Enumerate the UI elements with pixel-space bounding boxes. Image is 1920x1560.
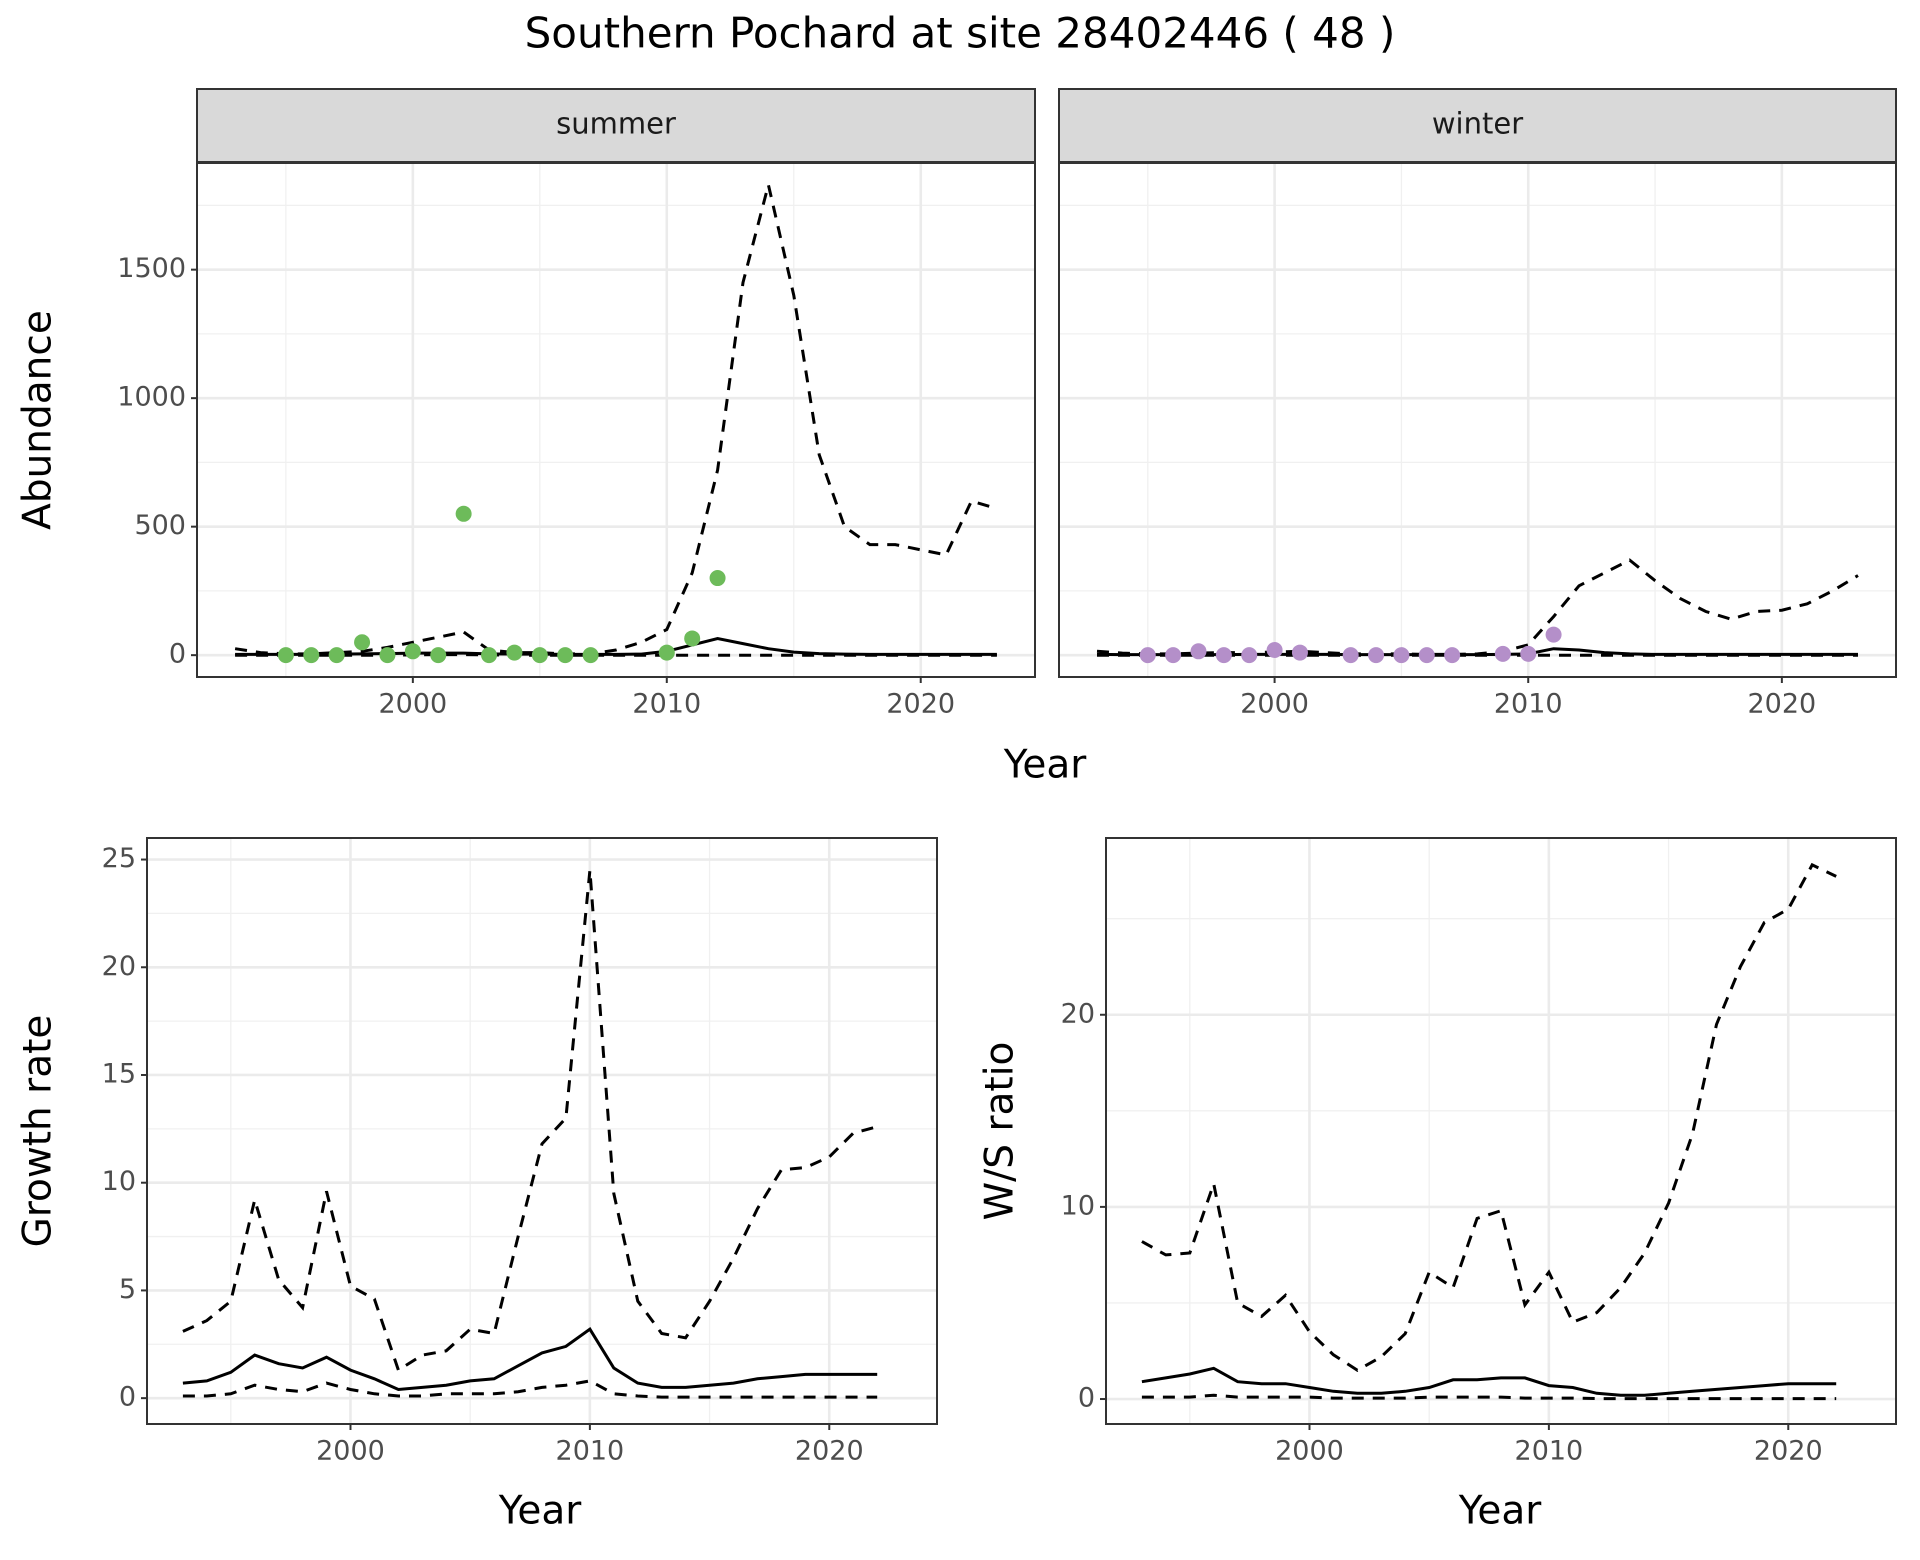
data-point [582, 647, 599, 664]
y-axis-title: Growth rate [16, 1015, 61, 1248]
y-tick-label: 0 [169, 639, 186, 670]
strip-label: summer [556, 107, 676, 141]
y-tick-label: 0 [1078, 1383, 1095, 1414]
y-tick-label: 10 [102, 1166, 136, 1197]
x-tick-label: 2020 [795, 1436, 864, 1467]
data-point [709, 570, 726, 587]
data-point [658, 644, 675, 661]
strip [1058, 88, 1897, 163]
series-line [1141, 1366, 1837, 1397]
y-axis-title: Abundance [16, 310, 61, 530]
x-axis-title: Year [1458, 1489, 1543, 1534]
x-tick-label: 2000 [316, 1436, 385, 1467]
x-tick-label: 2020 [886, 689, 955, 720]
data-point [354, 634, 371, 651]
data-point [1368, 647, 1385, 664]
data-point [1291, 644, 1308, 661]
data-point [1215, 647, 1232, 664]
data-point [455, 505, 472, 522]
data-point [1444, 647, 1461, 664]
data-point [1266, 642, 1283, 659]
x-tick-label: 2010 [1494, 689, 1563, 720]
x-axis-title: Year [1003, 743, 1088, 788]
y-tick-label: 5 [119, 1274, 136, 1305]
data-point [277, 647, 294, 664]
x-tick-label: 2000 [1240, 689, 1309, 720]
panel-border [1105, 837, 1897, 1425]
data-point [1190, 643, 1207, 660]
data-point [557, 647, 574, 664]
x-tick-label: 2020 [1748, 689, 1817, 720]
series-line [234, 184, 998, 656]
data-point [303, 647, 320, 664]
data-point [506, 644, 523, 661]
x-tick-label: 2010 [556, 1436, 625, 1467]
strip-label: winter [1432, 107, 1523, 141]
x-tick-label: 2010 [1515, 1436, 1584, 1467]
data-point [1241, 647, 1258, 664]
y-tick-label: 500 [134, 510, 186, 541]
data-point [404, 643, 421, 660]
series-line [182, 1327, 878, 1392]
series-line [235, 653, 997, 657]
panel-background [1059, 163, 1896, 677]
data-point [1545, 626, 1562, 643]
figure-title: Southern Pochard at site 28402446 ( 48 ) [525, 9, 1396, 58]
x-tick-label: 2020 [1754, 1436, 1823, 1467]
data-point [1494, 645, 1511, 662]
x-axis-title: Year [498, 1489, 583, 1534]
data-point [1393, 647, 1410, 664]
y-axis-title: W/S ratio [978, 1042, 1023, 1221]
data-point [481, 647, 498, 664]
y-tick-label: 15 [102, 1058, 136, 1089]
y-tick-label: 1000 [117, 382, 186, 413]
panel-background [197, 163, 1035, 677]
data-point [1520, 645, 1537, 662]
y-tick-label: 1500 [117, 253, 186, 284]
y-tick-label: 25 [102, 843, 136, 874]
y-tick-label: 20 [1061, 998, 1095, 1029]
x-tick-label: 2000 [1275, 1436, 1344, 1467]
data-point [328, 647, 345, 664]
series-line [182, 870, 878, 1373]
x-tick-label: 2010 [632, 689, 701, 720]
data-point [379, 647, 396, 664]
panel-background [1106, 838, 1896, 1424]
x-tick-label: 2000 [378, 689, 447, 720]
data-point [684, 630, 701, 647]
y-tick-label: 0 [119, 1382, 136, 1413]
series-line [1141, 862, 1837, 1372]
series-line [1141, 1393, 1837, 1401]
panel-border [146, 837, 938, 1425]
y-tick-label: 10 [1061, 1190, 1095, 1221]
data-point [1165, 647, 1182, 664]
data-point [1342, 647, 1359, 664]
y-tick-label: 20 [102, 951, 136, 982]
data-point [1139, 647, 1156, 664]
strip [196, 88, 1036, 163]
data-point [531, 647, 548, 664]
data-point [430, 647, 447, 664]
panel-background [147, 838, 937, 1424]
data-point [1418, 647, 1435, 664]
